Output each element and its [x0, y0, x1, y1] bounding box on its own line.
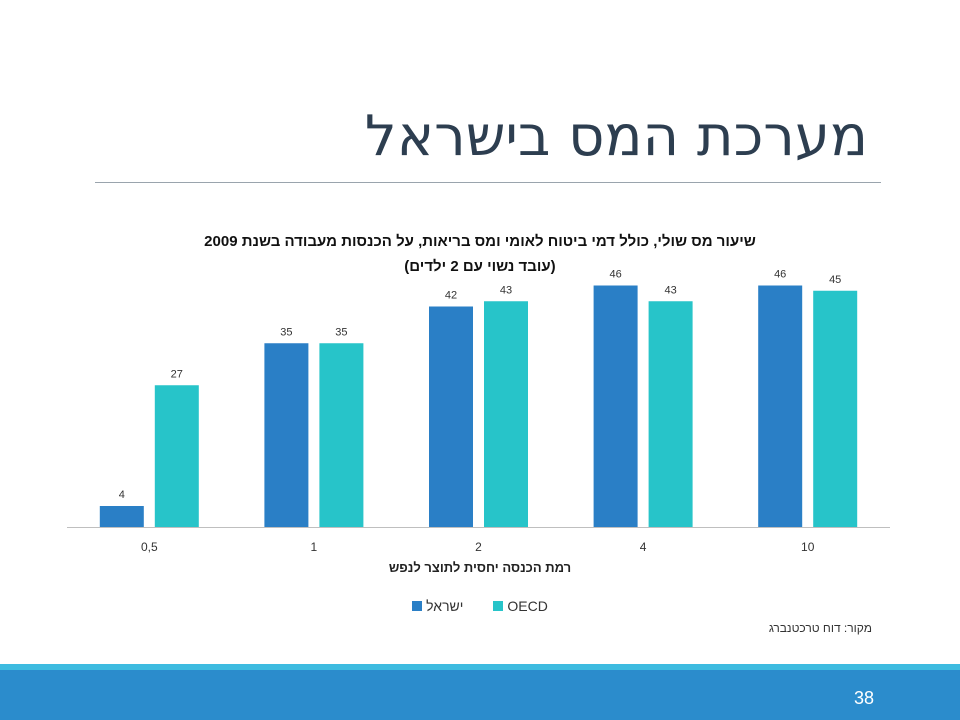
bar-chart: 4 27 0,5 35 35 1 42 43 2 46 43 4 46 45 10 רמת הכנסה יחס… — [67, 269, 890, 575]
data-label: 35 — [335, 326, 347, 338]
data-label: 46 — [609, 269, 621, 281]
footer-bar — [0, 670, 960, 720]
bar-israel-4 — [758, 285, 803, 527]
bar-oecd-1 — [319, 343, 364, 527]
bar-israel-0 — [99, 506, 144, 527]
x-tick-label: 0,5 — [141, 540, 158, 554]
bar-israel-2 — [429, 306, 473, 527]
data-label: 45 — [829, 274, 841, 286]
legend-item-israel: ישראל — [412, 598, 463, 614]
bar-israel-3 — [593, 285, 638, 527]
chart-subtitle: (עובד נשוי עם 2 ילדים) — [404, 258, 556, 275]
data-label: 43 — [500, 284, 512, 296]
x-tick-label: 2 — [475, 540, 482, 554]
title-divider — [95, 182, 881, 183]
x-axis-title: רמת הכנסה יחסית לתוצר לנפש — [389, 560, 571, 575]
data-label: 42 — [445, 290, 457, 302]
legend-label-israel: ישראל — [426, 598, 464, 614]
bar-oecd-4 — [813, 290, 858, 527]
legend-swatch-oecd — [493, 601, 504, 611]
bar-oecd-0 — [154, 385, 199, 527]
page-number: 38 — [853, 688, 874, 708]
x-tick-label: 4 — [640, 540, 647, 554]
legend-label-oecd: OECD — [507, 598, 548, 614]
x-tick-label: 10 — [801, 540, 815, 554]
slide-title: מערכת המס בישראל — [364, 104, 868, 169]
legend-item-oecd: OECD — [493, 598, 548, 614]
data-label: 4 — [119, 489, 125, 501]
data-label: 46 — [774, 269, 786, 281]
bar-oecd-2 — [484, 301, 528, 527]
data-label: 27 — [171, 368, 183, 380]
data-label: 43 — [664, 284, 676, 296]
source-note: מקור: דוח טרכטנברג — [768, 621, 872, 635]
bar-oecd-3 — [648, 301, 693, 527]
legend-swatch-israel — [412, 601, 423, 611]
data-label: 35 — [280, 326, 292, 338]
chart-legend: ישראל OECD — [0, 598, 960, 614]
footer-accent-strip — [0, 664, 960, 670]
bar-israel-1 — [264, 343, 309, 527]
chart-title: שיעור מס שולי, כולל דמי ביטוח לאומי ומס … — [204, 233, 756, 250]
x-tick-label: 1 — [311, 540, 318, 554]
